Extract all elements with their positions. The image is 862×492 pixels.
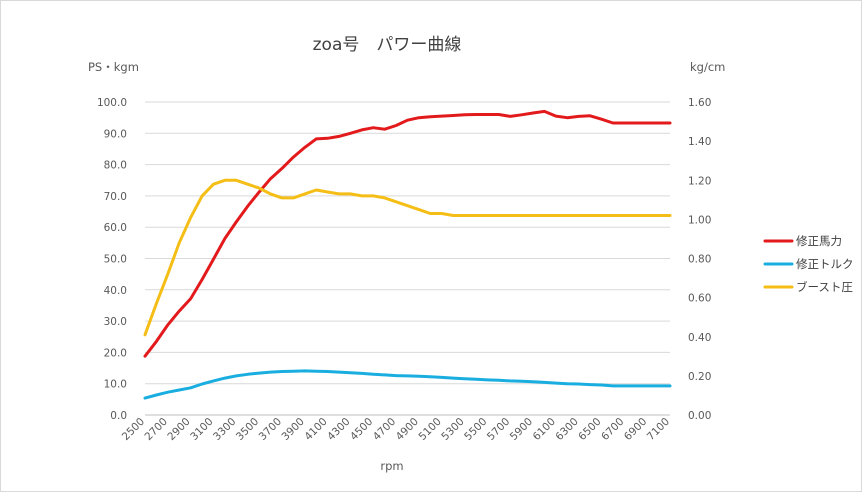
x-tick-label: 4300	[325, 416, 352, 443]
x-tick-label: 3300	[211, 416, 238, 443]
x-tick-label: 4900	[394, 416, 421, 443]
y-left-tick-labels: 0.0 10.0 20.0 30.0 40.0 50.0 60.0 70.0 80.0 90.0 1…	[97, 97, 127, 422]
x-tick-label: 6300	[553, 416, 580, 443]
y-right-tick-labels: 0.00 0.20 0.40 0.60 0.80 1.00 1.20 1.40 1.60	[688, 97, 711, 422]
y-left-axis-label: PS・kgm	[88, 60, 139, 74]
series-line	[143, 178, 672, 337]
series-line	[143, 109, 672, 358]
y-right-tick-label: 1.00	[688, 214, 711, 226]
x-tick-label: 6700	[599, 416, 626, 443]
y-right-tick-label: 0.20	[688, 371, 711, 383]
y-right-tick-label: 0.80	[688, 254, 711, 266]
x-tick-label: 6500	[576, 416, 603, 443]
x-tick-label: 2700	[143, 416, 170, 443]
legend-label: ブースト圧	[796, 280, 853, 294]
x-tick-label: 3500	[234, 416, 261, 443]
x-tick-label: 5700	[485, 416, 512, 443]
y-right-tick-label: 0.40	[688, 332, 711, 344]
x-axis-label: rpm	[380, 459, 403, 473]
x-tick-label: 5300	[439, 416, 466, 443]
y-left-tick-label: 90.0	[104, 128, 127, 140]
y-left-tick-label: 50.0	[104, 254, 127, 266]
y-left-tick-label: 0.0	[110, 410, 127, 422]
y-left-tick-label: 40.0	[104, 285, 127, 297]
y-right-tick-label: 1.20	[688, 175, 711, 187]
y-left-tick-label: 60.0	[104, 222, 127, 234]
series-line	[143, 369, 672, 400]
legend-label: 修正馬力	[796, 234, 842, 248]
series-lines	[143, 109, 672, 400]
y-left-tick-label: 10.0	[104, 379, 127, 391]
x-tick-label: 6900	[622, 416, 649, 443]
y-right-tick-label: 1.40	[688, 136, 711, 148]
y-left-tick-label: 20.0	[104, 347, 127, 359]
y-left-tick-label: 30.0	[104, 316, 127, 328]
x-tick-label: 6100	[531, 416, 558, 443]
x-tick-labels: 2500270029003100330035003700390041004300…	[120, 416, 672, 443]
y-right-tick-label: 0.60	[688, 293, 711, 305]
legend-label: 修正トルク	[796, 257, 854, 271]
y-left-tick-label: 100.0	[97, 97, 127, 109]
y-left-tick-label: 80.0	[104, 160, 127, 172]
chart-title: zoa号 パワー曲線	[313, 35, 462, 55]
x-tick-label: 5900	[508, 416, 535, 443]
x-tick-label: 3700	[257, 416, 284, 443]
x-tick-label: 2900	[165, 416, 192, 443]
x-tick-label: 4700	[371, 416, 398, 443]
y-left-tick-label: 70.0	[104, 191, 127, 203]
x-tick-label: 5500	[462, 416, 489, 443]
x-tick-label: 7100	[645, 416, 672, 443]
x-tick-label: 4500	[348, 416, 375, 443]
y-right-axis-label: kg/cm	[690, 60, 725, 74]
x-tick-label: 3900	[280, 416, 307, 443]
gridlines	[145, 101, 670, 416]
x-tick-label: 5100	[416, 416, 443, 443]
x-tick-label: 4100	[302, 416, 329, 443]
y-right-tick-label: 0.00	[688, 410, 711, 422]
y-right-tick-label: 1.60	[688, 97, 711, 109]
x-tick-label: 3100	[188, 416, 215, 443]
